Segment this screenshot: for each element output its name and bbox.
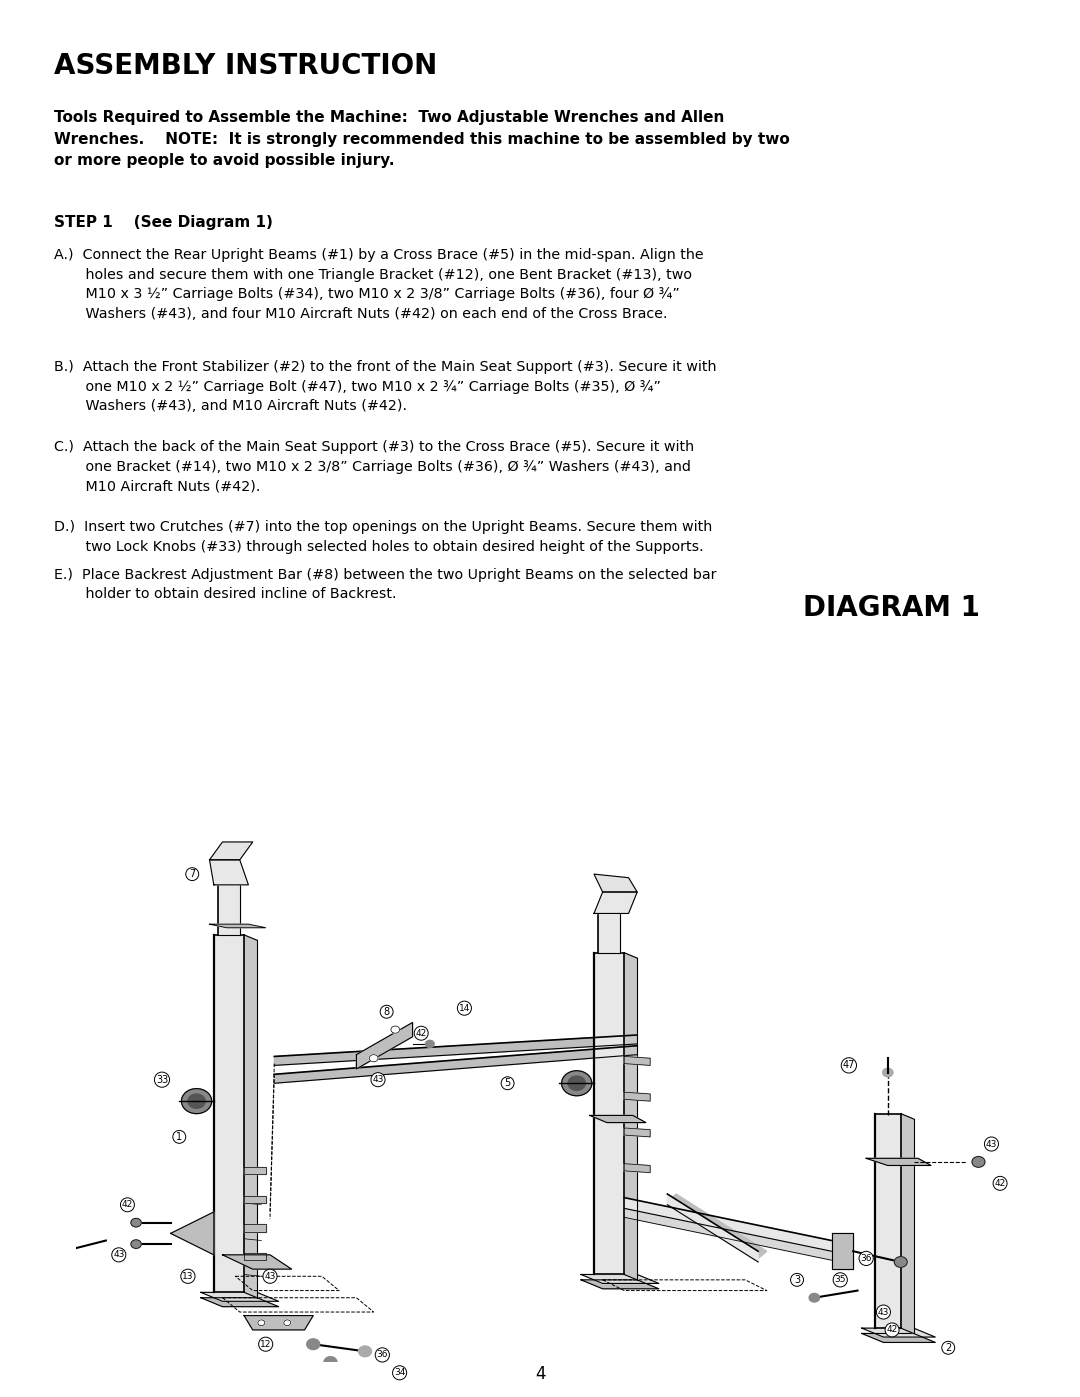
Polygon shape [624, 1056, 650, 1066]
Text: 35: 35 [835, 1275, 846, 1284]
Polygon shape [667, 1194, 758, 1261]
Text: 36: 36 [861, 1255, 872, 1263]
Text: 2: 2 [945, 1343, 951, 1352]
Text: 1: 1 [176, 1132, 183, 1141]
Polygon shape [244, 1316, 313, 1330]
Text: 33: 33 [156, 1074, 168, 1084]
Text: D.)  Insert two Crutches (#7) into the top openings on the Upright Beams. Secure: D.) Insert two Crutches (#7) into the to… [54, 520, 712, 553]
Polygon shape [201, 1298, 279, 1306]
Circle shape [568, 1076, 585, 1091]
Circle shape [809, 1294, 820, 1302]
Circle shape [43, 1249, 56, 1260]
Polygon shape [244, 1253, 266, 1260]
Polygon shape [862, 1329, 935, 1337]
Text: 43: 43 [373, 1076, 383, 1084]
Polygon shape [274, 1046, 637, 1083]
Text: 47: 47 [842, 1060, 855, 1070]
Circle shape [324, 1356, 337, 1368]
Polygon shape [832, 1234, 853, 1268]
Polygon shape [590, 1115, 646, 1123]
Text: 14: 14 [459, 1003, 470, 1013]
Text: STEP 1    (See Diagram 1): STEP 1 (See Diagram 1) [54, 215, 273, 231]
Text: A.)  Connect the Rear Upright Beams (#1) by a Cross Brace (#5) in the mid-span. : A.) Connect the Rear Upright Beams (#1) … [54, 249, 704, 320]
Circle shape [376, 1363, 389, 1375]
Circle shape [131, 1218, 141, 1227]
Polygon shape [244, 1224, 266, 1232]
Polygon shape [244, 1196, 266, 1203]
Polygon shape [171, 1213, 214, 1255]
Circle shape [391, 1025, 400, 1034]
Text: DIAGRAM 1: DIAGRAM 1 [804, 594, 980, 622]
Polygon shape [624, 1127, 650, 1137]
Polygon shape [594, 953, 624, 1274]
Polygon shape [581, 1280, 659, 1289]
Text: 43: 43 [113, 1250, 124, 1259]
Circle shape [307, 1338, 320, 1350]
Polygon shape [210, 842, 253, 859]
Text: 43: 43 [986, 1140, 997, 1148]
Polygon shape [594, 893, 637, 914]
Polygon shape [624, 953, 637, 1280]
Polygon shape [218, 882, 240, 935]
Text: B.)  Attach the Front Stabilizer (#2) to the front of the Main Seat Support (#3): B.) Attach the Front Stabilizer (#2) to … [54, 360, 716, 414]
Polygon shape [624, 1092, 650, 1101]
Polygon shape [624, 1197, 832, 1252]
Circle shape [188, 1094, 205, 1108]
Circle shape [894, 1257, 907, 1267]
Polygon shape [201, 1292, 279, 1302]
Text: 5: 5 [504, 1078, 511, 1088]
Text: 42: 42 [122, 1200, 133, 1210]
Circle shape [369, 1055, 378, 1062]
Text: 4: 4 [535, 1365, 545, 1383]
Circle shape [284, 1320, 291, 1326]
Polygon shape [667, 1194, 767, 1259]
Polygon shape [594, 875, 637, 893]
Circle shape [131, 1239, 141, 1249]
Polygon shape [866, 1158, 931, 1165]
Text: 8: 8 [383, 1007, 390, 1017]
Text: 13: 13 [183, 1271, 193, 1281]
Text: 12: 12 [260, 1340, 271, 1348]
Text: 34: 34 [394, 1368, 405, 1377]
Circle shape [359, 1345, 372, 1356]
Circle shape [426, 1041, 434, 1048]
Polygon shape [210, 859, 248, 884]
Polygon shape [210, 925, 266, 928]
Text: E.)  Place Backrest Adjustment Bar (#8) between the two Upright Beams on the sel: E.) Place Backrest Adjustment Bar (#8) b… [54, 569, 716, 602]
Text: ASSEMBLY INSTRUCTION: ASSEMBLY INSTRUCTION [54, 52, 437, 80]
Polygon shape [244, 935, 257, 1298]
Polygon shape [274, 1035, 637, 1066]
Polygon shape [356, 1023, 413, 1069]
Text: 42: 42 [416, 1028, 427, 1038]
Text: C.)  Attach the back of the Main Seat Support (#3) to the Cross Brace (#5). Secu: C.) Attach the back of the Main Seat Sup… [54, 440, 694, 493]
Polygon shape [862, 1334, 935, 1343]
Text: 43: 43 [878, 1308, 889, 1316]
Circle shape [882, 1069, 893, 1077]
Polygon shape [244, 1168, 266, 1175]
Text: Tools Required to Assemble the Machine:  Two Adjustable Wrenches and Allen
Wrenc: Tools Required to Assemble the Machine: … [54, 110, 789, 168]
Polygon shape [875, 1113, 901, 1329]
Polygon shape [624, 1197, 845, 1248]
Polygon shape [222, 1255, 292, 1268]
Circle shape [562, 1070, 592, 1095]
Text: 43: 43 [265, 1271, 275, 1281]
Text: 3: 3 [794, 1275, 800, 1285]
Polygon shape [901, 1113, 914, 1334]
Polygon shape [598, 909, 620, 953]
Text: 7: 7 [189, 869, 195, 879]
Text: 36: 36 [377, 1351, 388, 1359]
Circle shape [258, 1320, 265, 1326]
Circle shape [972, 1157, 985, 1168]
Polygon shape [581, 1274, 659, 1284]
Text: 42: 42 [995, 1179, 1005, 1187]
Polygon shape [624, 1208, 832, 1260]
Text: 42: 42 [887, 1326, 897, 1334]
Circle shape [181, 1088, 212, 1113]
Polygon shape [214, 935, 244, 1292]
Polygon shape [624, 1164, 650, 1172]
